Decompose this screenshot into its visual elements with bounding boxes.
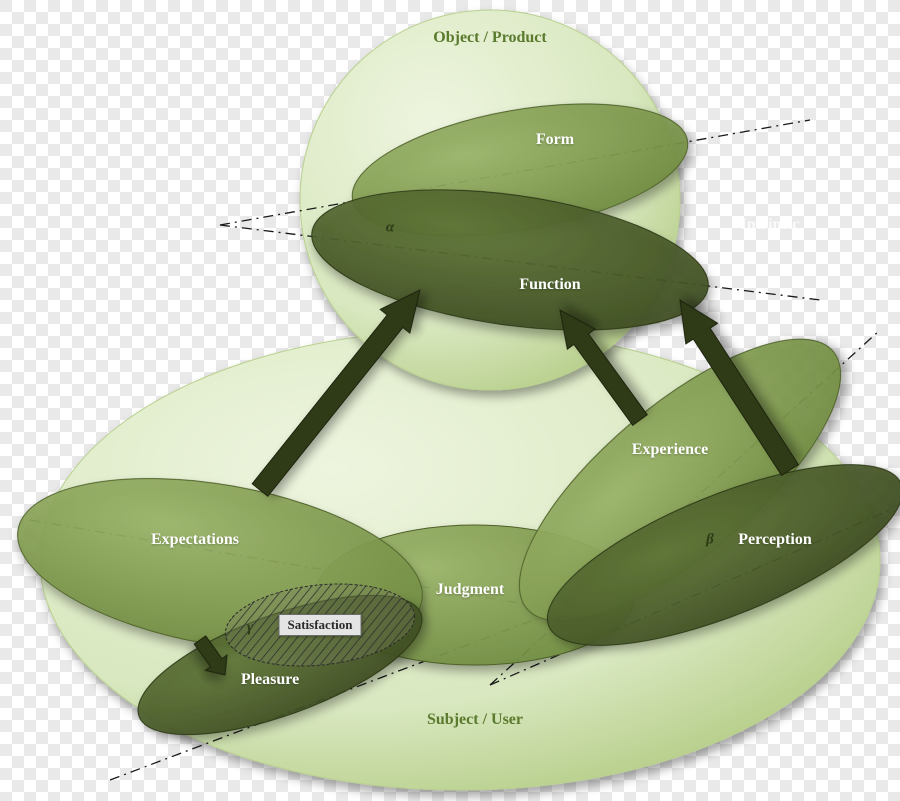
diagram-stage: FormFunctionJudgmentExperiencePerception…	[0, 0, 900, 801]
diagram-svg	[0, 0, 900, 801]
